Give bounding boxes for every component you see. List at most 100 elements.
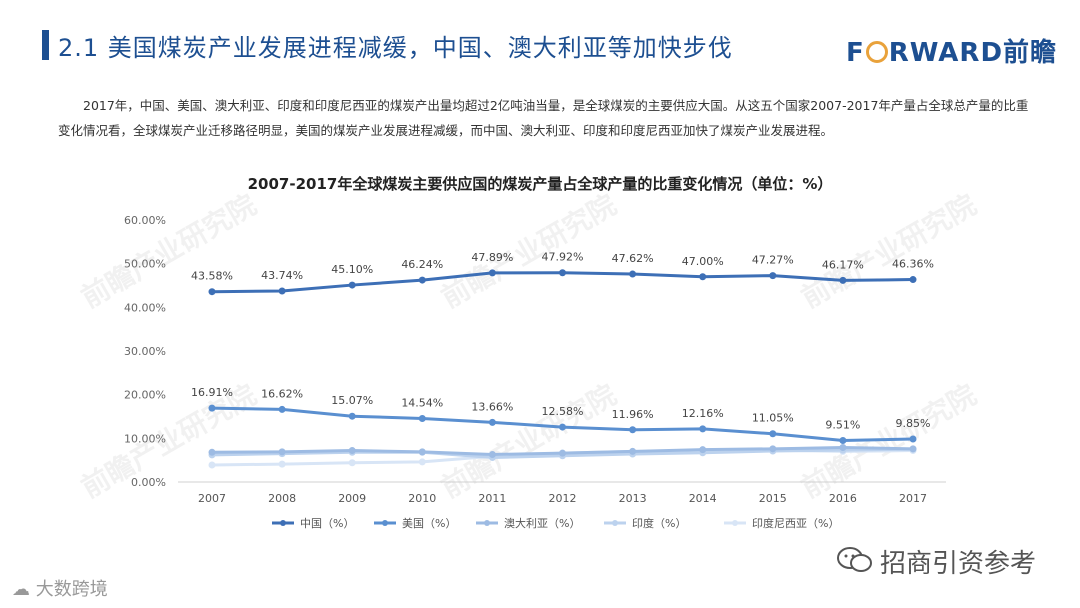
- data-point: [629, 270, 637, 278]
- data-point: [488, 269, 496, 277]
- data-label: 12.16%: [682, 407, 724, 420]
- data-label: 9.51%: [825, 418, 860, 431]
- data-label: 47.62%: [612, 252, 654, 265]
- x-tick-label: 2017: [899, 492, 927, 505]
- legend-label: 美国（%）: [402, 517, 456, 530]
- brand-logo: F RWARD前瞻: [846, 32, 1057, 69]
- x-tick-label: 2014: [689, 492, 717, 505]
- data-point: [909, 276, 917, 284]
- data-point: [629, 447, 637, 455]
- data-label: 47.89%: [471, 251, 513, 264]
- footer-left-brand: ☁ 大数跨境: [12, 575, 108, 601]
- x-tick-label: 2016: [829, 492, 857, 505]
- data-label: 11.96%: [612, 408, 654, 421]
- data-label: 46.36%: [892, 258, 934, 271]
- data-point: [278, 287, 286, 295]
- data-point: [559, 269, 566, 277]
- page-title: 2.1 美国煤炭产业发展进程减缓，中国、澳大利亚等加快步伐: [58, 34, 733, 62]
- data-label: 9.85%: [896, 417, 931, 430]
- data-point: [559, 449, 566, 457]
- legend-marker: [484, 520, 490, 526]
- legend-marker: [612, 520, 618, 526]
- data-point: [769, 430, 777, 438]
- data-label: 46.17%: [822, 258, 864, 271]
- logo-prefix: F: [846, 38, 865, 68]
- x-tick-label: 2010: [408, 492, 436, 505]
- data-point: [348, 412, 356, 420]
- data-point: [699, 425, 707, 433]
- data-point: [208, 448, 216, 456]
- data-point: [909, 445, 917, 453]
- y-tick-label: 50.00%: [124, 258, 166, 271]
- data-label: 14.54%: [401, 397, 443, 410]
- x-tick-label: 2013: [619, 492, 647, 505]
- data-point: [348, 281, 356, 289]
- legend-label: 中国（%）: [300, 517, 354, 530]
- legend-marker: [280, 520, 286, 526]
- x-tick-label: 2015: [759, 492, 787, 505]
- data-label: 43.58%: [191, 270, 233, 283]
- legend-label: 印度（%）: [632, 516, 686, 530]
- data-point: [278, 405, 286, 413]
- x-tick-label: 2009: [338, 492, 366, 505]
- intro-paragraph: 2017年，中国、美国、澳大利亚、印度和印度尼西亚的煤炭产出量均超过2亿吨油当量…: [58, 98, 1029, 138]
- data-point: [488, 450, 496, 458]
- data-point: [278, 460, 286, 468]
- data-label: 16.91%: [191, 386, 233, 399]
- data-point: [418, 415, 426, 423]
- data-label: 11.05%: [752, 412, 794, 425]
- data-label: 47.00%: [682, 255, 724, 268]
- data-point: [839, 436, 847, 444]
- data-point: [699, 446, 707, 454]
- footer-right-text: 招商引资参考: [880, 549, 1037, 579]
- y-tick-label: 40.00%: [124, 301, 166, 314]
- data-point: [418, 458, 426, 466]
- data-point: [769, 272, 777, 280]
- data-label: 12.58%: [542, 405, 584, 418]
- footer-left-text: 大数跨境: [35, 579, 108, 600]
- data-point: [699, 273, 707, 281]
- y-tick-label: 60.00%: [124, 214, 166, 227]
- logo-suffix: RWARD前瞻: [888, 38, 1058, 68]
- data-label: 47.92%: [542, 251, 584, 264]
- legend-marker: [732, 520, 738, 526]
- data-point: [208, 288, 216, 296]
- cloud-logo-icon: ☁: [12, 579, 30, 600]
- data-point: [208, 461, 216, 469]
- legend-marker: [382, 520, 388, 526]
- data-label: 46.24%: [401, 258, 443, 271]
- logo-ring-icon: [865, 41, 888, 63]
- data-point: [208, 404, 216, 412]
- data-point: [629, 426, 637, 434]
- legend-label: 澳大利亚（%）: [504, 516, 580, 530]
- wechat-icon: [837, 547, 872, 572]
- data-label: 47.27%: [752, 254, 794, 267]
- data-point: [488, 418, 496, 426]
- data-point: [348, 447, 356, 455]
- chart-title: 2007-2017年全球煤炭主要供应国的煤炭产量占全球产量的比重变化情况（单位：…: [247, 175, 833, 193]
- x-tick-label: 2012: [549, 492, 577, 505]
- data-label: 15.07%: [331, 394, 373, 407]
- x-tick-label: 2008: [268, 492, 296, 505]
- data-label: 45.10%: [331, 263, 373, 276]
- data-point: [559, 423, 566, 431]
- data-point: [418, 276, 426, 284]
- x-tick-label: 2007: [198, 492, 226, 505]
- data-label: 43.74%: [261, 269, 303, 282]
- data-point: [839, 276, 847, 284]
- y-tick-label: 30.00%: [124, 345, 166, 358]
- y-tick-label: 10.00%: [124, 432, 166, 445]
- y-tick-label: 0.00%: [131, 476, 166, 489]
- legend-label: 印度尼西亚（%）: [752, 516, 839, 530]
- data-point: [348, 459, 356, 467]
- data-label: 13.66%: [471, 400, 513, 413]
- data-point: [839, 444, 847, 452]
- title-accent-bar: [42, 30, 49, 60]
- x-tick-label: 2011: [478, 492, 506, 505]
- data-label: 16.62%: [261, 387, 303, 400]
- y-tick-label: 20.00%: [124, 389, 166, 402]
- data-point: [909, 435, 917, 443]
- data-point: [418, 448, 426, 456]
- data-point: [769, 445, 777, 453]
